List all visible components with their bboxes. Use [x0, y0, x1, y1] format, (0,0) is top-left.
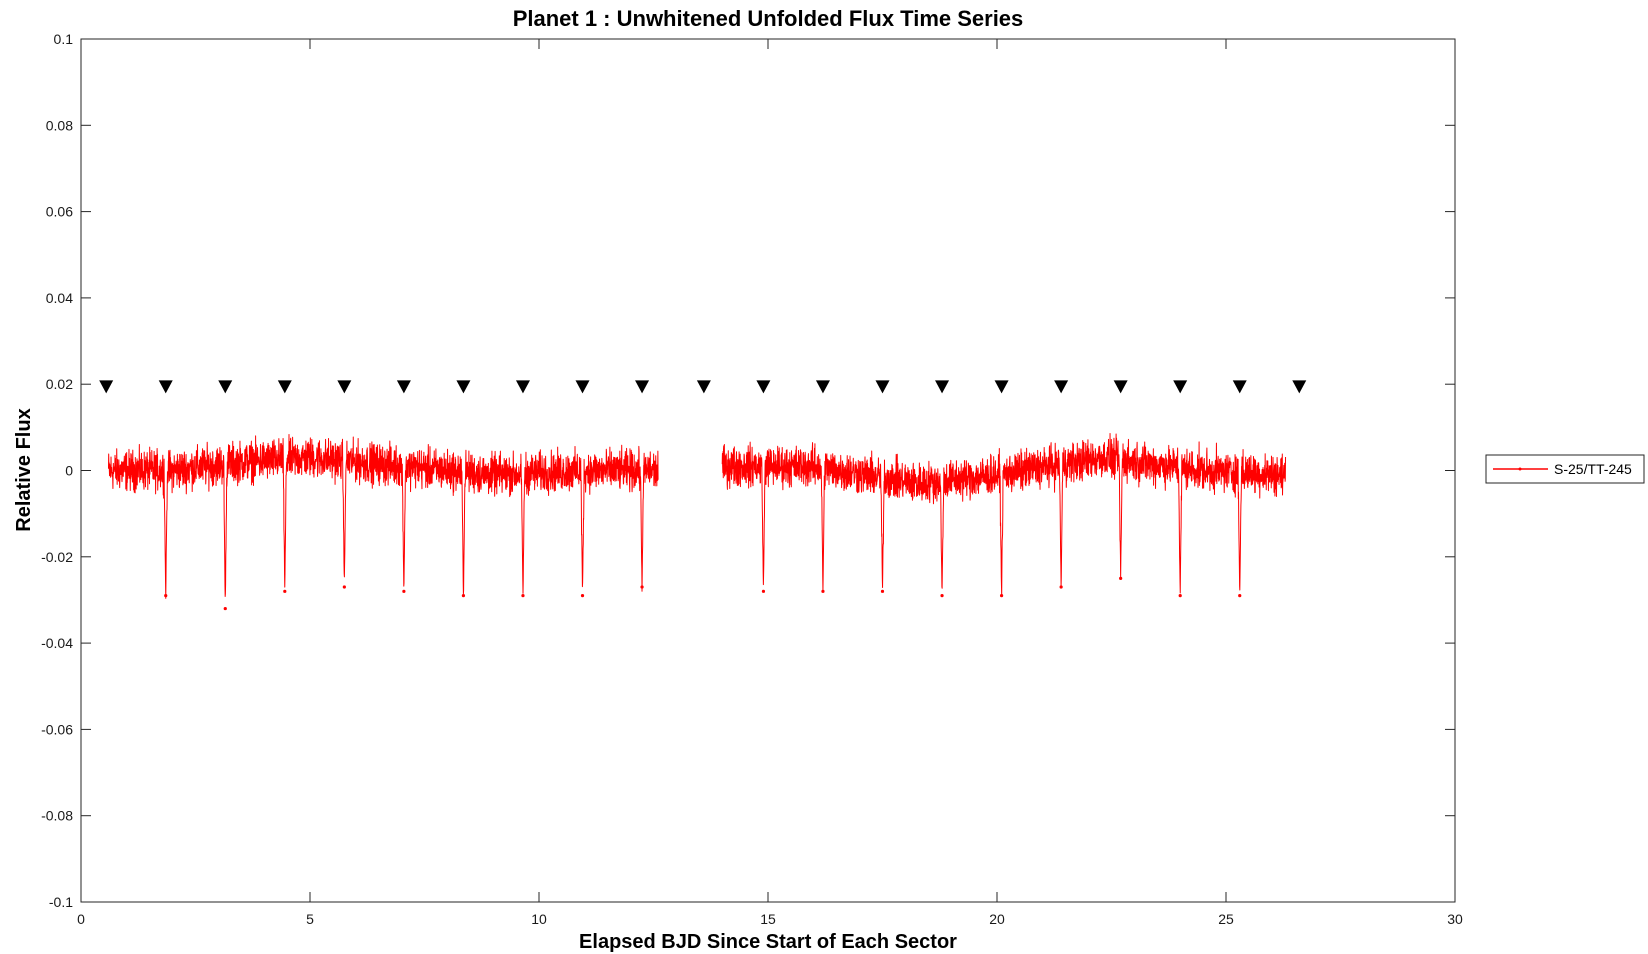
transit-point: [1119, 576, 1123, 580]
y-tick-label: -0.08: [41, 808, 73, 824]
y-tick-label: 0.04: [46, 290, 73, 306]
legend: S-25/TT-245: [1485, 454, 1645, 484]
y-axis-title: Relative Flux: [13, 408, 35, 531]
legend-label: S-25/TT-245: [1554, 461, 1632, 477]
transit-marker: [277, 380, 292, 394]
transit-marker: [575, 380, 590, 394]
transit-marker: [935, 380, 950, 394]
flux-segment-2: [721, 432, 1287, 596]
transit-marker: [1113, 380, 1128, 394]
transit-marker: [158, 380, 173, 394]
transit-point: [223, 606, 227, 611]
chart-title: Planet 1 : Unwhitened Unfolded Flux Time…: [513, 6, 1024, 31]
transit-point: [761, 589, 766, 593]
x-tick-label: 20: [989, 911, 1005, 927]
transit-marker: [994, 380, 1009, 394]
transit-point: [1059, 585, 1063, 589]
x-tick-label: 15: [760, 911, 776, 927]
x-tick-label: 25: [1218, 911, 1234, 927]
x-tick-label: 30: [1447, 911, 1463, 927]
transit-marker: [635, 380, 650, 394]
transit-point: [342, 585, 346, 589]
transit-point: [880, 589, 885, 593]
transit-point: [1178, 594, 1182, 598]
transit-point: [1238, 594, 1242, 598]
transit-point: [940, 594, 944, 598]
y-tick-label: -0.1: [49, 894, 73, 910]
transit-point: [999, 594, 1004, 598]
transit-marker: [456, 380, 471, 394]
y-tick-label: 0: [65, 463, 73, 479]
transit-marker: [1054, 380, 1069, 394]
transit-marker: [218, 380, 233, 394]
series-s25-tt245: [107, 432, 1287, 611]
transit-marker: [815, 380, 830, 394]
transit-point: [580, 594, 585, 598]
x-axis-title: Elapsed BJD Since Start of Each Sector: [579, 931, 957, 953]
transit-point: [640, 585, 644, 589]
transit-marker: [396, 380, 411, 394]
x-tick-label: 5: [306, 911, 314, 927]
y-tick-label: 0.02: [46, 376, 73, 392]
x-tick-label: 0: [77, 911, 85, 927]
transit-point: [283, 589, 287, 593]
x-tick-label: 10: [531, 911, 547, 927]
transit-markers: [99, 380, 1307, 394]
transit-marker: [99, 380, 114, 394]
transit-marker: [696, 380, 711, 394]
y-tick-label: 0.08: [46, 117, 73, 133]
transit-point: [402, 589, 406, 593]
transit-marker: [756, 380, 771, 394]
y-tick-label: 0.1: [54, 31, 74, 47]
transit-marker: [337, 380, 352, 394]
transit-point: [521, 594, 525, 598]
transit-marker: [1173, 380, 1188, 394]
y-tick-label: -0.04: [41, 635, 73, 651]
y-tick-label: -0.06: [41, 721, 73, 737]
y-tick-label: -0.02: [41, 549, 73, 565]
flux-segment-1: [107, 433, 659, 599]
transit-marker: [1292, 380, 1307, 394]
transit-point: [164, 594, 168, 598]
transit-point: [461, 594, 466, 598]
transit-marker: [875, 380, 890, 394]
y-tick-label: 0.06: [46, 204, 73, 220]
transit-marker: [515, 380, 530, 394]
transit-point: [821, 589, 825, 593]
transit-marker: [1232, 380, 1247, 394]
axis-ticks: 0 5 10 15 20 25 30 0.1 0.08 0.06 0.04 0.02 0 -0.02 -0.…: [41, 31, 1463, 927]
legend-marker-sample: [1518, 467, 1522, 471]
